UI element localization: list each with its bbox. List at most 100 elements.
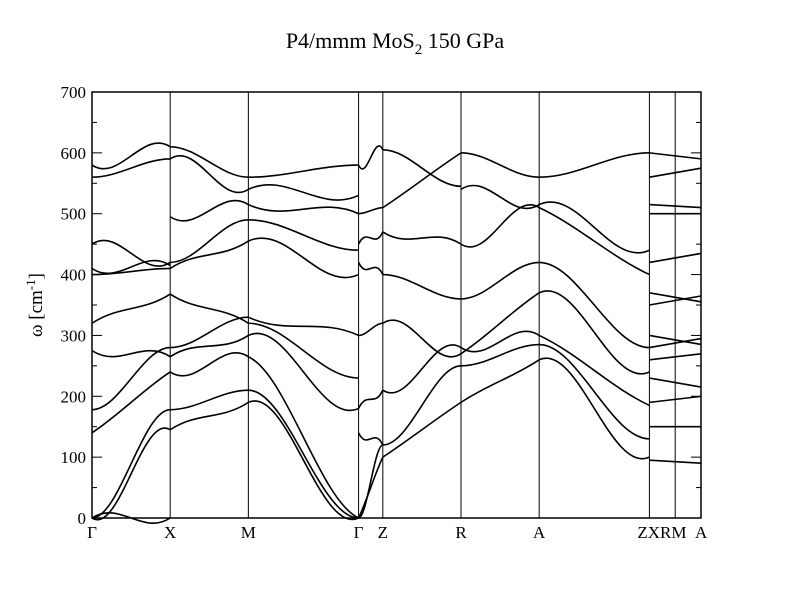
y-tick-label: 200 [61,387,87,406]
phonon-branch [169,334,249,358]
y-axis-label: ω [cm-1] [23,273,47,337]
phonon-branch [357,432,384,446]
phonon-branch [169,155,249,194]
phonon-branch [539,261,650,349]
phonon-branch [539,343,650,440]
phonon-branch [248,356,359,519]
phonon-branch-tail [649,167,702,178]
phonon-branch [382,273,461,300]
phonon-branch [91,427,171,521]
phonon-branch-tail [649,352,702,361]
phonon-branch [91,371,171,434]
x-axis-ticks: Γ X M Γ Z R A ZXRM A [87,523,708,542]
phonon-branch [248,219,359,252]
high-symmetry-lines [169,92,676,518]
phonon-branch [170,389,249,411]
phonon-branch-tail [649,203,702,209]
phonon-branch [91,346,171,411]
phonon-branch [169,401,249,431]
phonon-branch [460,292,540,355]
y-tick-label: 400 [61,266,87,285]
phonon-branch [538,290,650,375]
phonon-branch [460,152,540,178]
x-tick-label: ZXRM [637,523,686,542]
x-tick-label: Z [378,523,388,542]
phonon-branch [248,400,359,521]
phonon-branch [91,408,171,519]
phonon-branch [382,319,462,358]
phonon-branch-tail [649,395,702,404]
phonon-branch [460,184,540,210]
phonon-branch [382,152,462,209]
phonon-branch [358,322,383,337]
phonon-branch-tail [649,334,702,346]
chart-title: P4/mmm MoS2 150 GPa [286,28,505,58]
y-tick-label: 0 [78,509,87,528]
phonon-branch [538,357,650,460]
phonon-branch-tail [649,152,702,160]
phonon-branch [169,352,249,377]
phonon-branch-tail [649,252,702,264]
x-tick-label: M [241,523,256,542]
phonon-branch [382,365,462,446]
phonon-branch [460,204,540,248]
phonon-branch [169,240,249,270]
phonon-branch [248,203,359,215]
y-axis-label-suffix: ] [26,273,47,279]
phonon-branch [357,262,384,275]
phonon-branch [357,444,384,519]
phonon-branch [248,164,359,178]
x-tick-label: Γ [87,523,97,542]
x-tick-label: R [455,523,467,542]
x-tick-label: Γ [354,523,364,542]
phonon-branch [539,152,650,178]
y-tick-label: 500 [61,205,87,224]
x-tick-label: X [164,523,176,542]
phonon-branch [91,349,171,358]
phonon-branch [460,343,540,367]
chart-title-suffix: 150 GPa [422,28,504,53]
phonon-branch [91,259,171,275]
phonon-branch [357,145,384,170]
phonon-branch [91,142,171,170]
phonon-branch [91,293,171,324]
phonon-branch [170,316,249,349]
y-axis-ticks: 0 100 200 300 400 500 600 700 [61,83,701,528]
phonon-branch [248,316,359,337]
phonon-branch [538,201,650,254]
phonon-branch [91,158,171,178]
y-axis-label-superscript: -1 [23,279,38,290]
phonon-branch [248,389,359,519]
chart-title-main: P4/mmm MoS [286,28,415,53]
y-tick-label: 600 [61,144,87,163]
phonon-branch-tail [649,377,702,388]
phonon-branch-tail [649,292,702,303]
phonon-branch [248,322,359,379]
phonon-branch-tail [649,459,702,464]
phonon-branch [248,332,359,412]
phonon-branch [538,334,650,407]
chart-title-subscript: 2 [415,42,423,58]
phonon-branch [169,293,249,324]
phonon-branch [538,206,650,276]
x-tick-label: A [695,523,708,542]
phonon-branch [382,344,462,394]
phonon-branch [170,145,249,178]
phonon-branch [170,219,249,264]
phonon-branch-tail [649,337,702,349]
phonon-branch [357,231,384,245]
phonon-branches [91,142,702,524]
phonon-branch [91,239,171,267]
phonon-branch [460,261,540,300]
phonon-branch [169,199,249,222]
y-tick-label: 700 [61,83,87,102]
phonon-branch [357,389,384,409]
phonon-branch [460,359,540,404]
phonon-branch [357,456,384,519]
phonon-branch [460,330,540,353]
phonon-branch-tail [649,295,702,306]
y-tick-label: 300 [61,326,87,345]
phonon-branch [382,149,462,188]
